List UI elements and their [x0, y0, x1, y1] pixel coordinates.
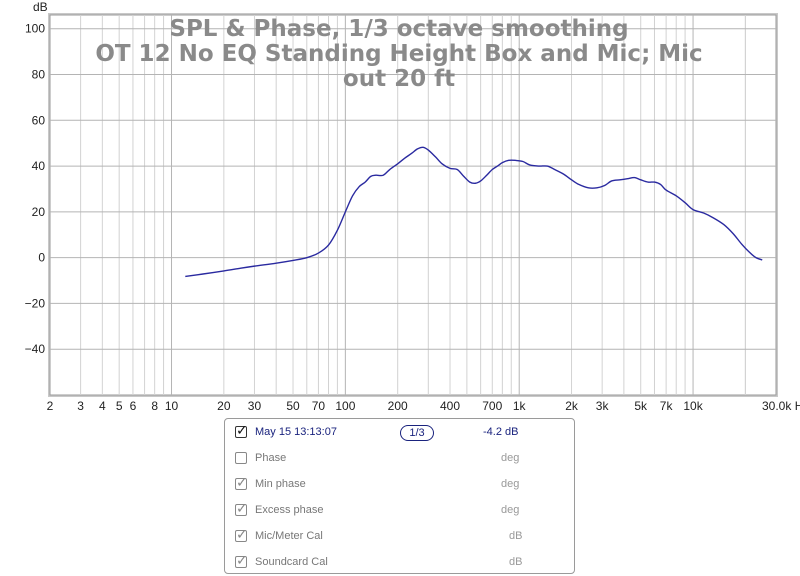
x-tick-label: 400	[440, 399, 460, 413]
y-tick-labels: 100 80 60 40 20 0 −20 −40	[25, 22, 46, 356]
excess-phase-checkbox[interactable]	[235, 501, 248, 517]
legend-row-excess-phase[interactable]: Excess phase deg	[225, 501, 574, 523]
legend-panel: May 15 13:13:07 1/3 -4.2 dB Phase deg Mi…	[224, 418, 575, 574]
x-tick-label: 1k	[513, 399, 527, 413]
x-tick-label: 2k	[565, 399, 579, 413]
x-tick-label: 30	[248, 399, 262, 413]
x-tick-label: 3k	[596, 399, 610, 413]
min-phase-unit: deg	[501, 478, 520, 490]
x-tick-label: 6	[130, 399, 137, 413]
y-tick-label: −20	[25, 296, 46, 310]
x-tick-label: 7k	[660, 399, 674, 413]
plot-area	[49, 14, 777, 396]
y-tick-label: 80	[32, 68, 46, 82]
measurement-label: May 15 13:13:07	[255, 426, 337, 438]
x-tick-label: 2	[47, 399, 54, 413]
mic-cal-label: Mic/Meter Cal	[255, 530, 323, 542]
y-axis-label: dB	[33, 0, 48, 14]
x-tick-label: 70	[312, 399, 326, 413]
y-tick-label: −40	[25, 342, 46, 356]
legend-row-phase[interactable]: Phase deg	[225, 449, 574, 471]
phase-checkbox[interactable]	[235, 452, 247, 464]
y-tick-label: 100	[25, 22, 45, 36]
excess-phase-unit: deg	[501, 504, 520, 516]
x-tick-label: 100	[335, 399, 355, 413]
chart-title-line-1: SPL & Phase, 1/3 octave smoothing	[169, 16, 628, 42]
y-tick-label: 20	[32, 205, 46, 219]
spl-series-line	[185, 146, 763, 278]
x-tick-label: 30.0k Hz	[762, 399, 800, 413]
measurement-value: -4.2 dB	[483, 426, 519, 438]
y-tick-label: 60	[32, 113, 46, 127]
legend-row-soundcard-cal[interactable]: Soundcard Cal dB	[225, 553, 574, 575]
y-gridlines	[50, 28, 776, 350]
x-tick-label: 20	[217, 399, 231, 413]
y-tick-label: 40	[32, 159, 46, 173]
mic-cal-checkbox[interactable]	[235, 527, 248, 543]
soundcard-cal-unit: dB	[509, 556, 523, 568]
min-phase-checkbox[interactable]	[235, 475, 248, 491]
smoothing-badge[interactable]: 1/3	[400, 425, 434, 441]
chart-title-line-2: OT 12 No EQ Standing Height Box and Mic;…	[95, 41, 702, 67]
phase-label: Phase	[255, 452, 287, 464]
x-tick-label: 3	[77, 399, 84, 413]
x-tick-label: 4	[99, 399, 106, 413]
phase-unit: deg	[501, 452, 520, 464]
x-tick-label: 5k	[634, 399, 648, 413]
excess-phase-label: Excess phase	[255, 504, 324, 516]
soundcard-cal-checkbox[interactable]	[235, 553, 248, 569]
x-tick-label: 5	[116, 399, 123, 413]
legend-row-min-phase[interactable]: Min phase deg	[225, 475, 574, 497]
x-tick-label: 200	[388, 399, 408, 413]
chart-title-line-3: out 20 ft	[343, 66, 455, 92]
soundcard-cal-label: Soundcard Cal	[255, 556, 328, 568]
x-tick-label: 10	[165, 399, 179, 413]
series-layer	[185, 146, 763, 278]
x-tick-label: 700	[482, 399, 502, 413]
mic-cal-unit: dB	[509, 530, 523, 542]
x-gridlines	[80, 15, 746, 395]
x-tick-label: 8	[151, 399, 158, 413]
x-tick-label: 10k	[683, 399, 703, 413]
y-tick-label: 0	[38, 251, 45, 265]
legend-row-mic-cal[interactable]: Mic/Meter Cal dB	[225, 527, 574, 549]
min-phase-label: Min phase	[255, 478, 306, 490]
legend-row-measurement[interactable]: May 15 13:13:07 1/3 -4.2 dB	[225, 423, 574, 445]
measurement-checkbox[interactable]	[235, 423, 248, 439]
x-tick-label: 50	[286, 399, 300, 413]
x-tick-labels: 2 3 4 5 6 8 10 20 30 50 70 100 200 400 700 1k 2k 3k 5k 7k 10…	[47, 399, 800, 413]
